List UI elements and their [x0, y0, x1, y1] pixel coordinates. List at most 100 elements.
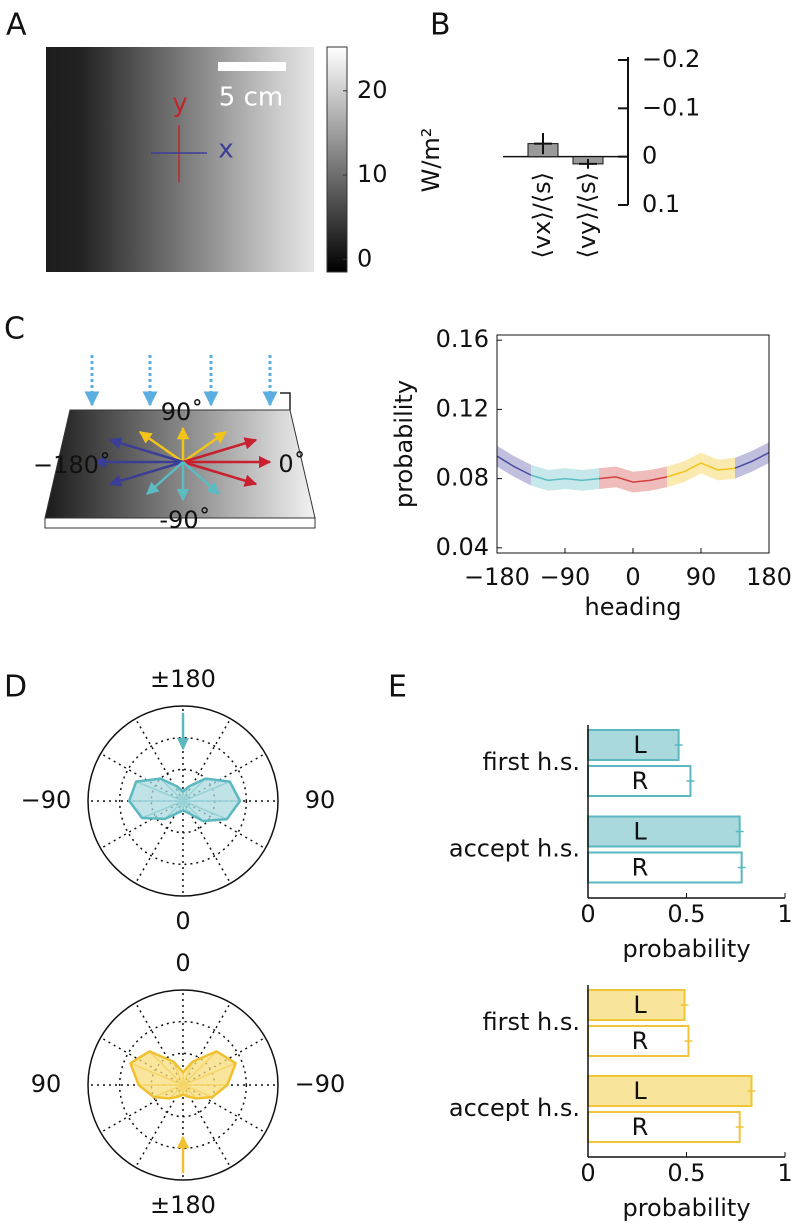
- angle-grid: [182, 752, 266, 802]
- angle-tick-label: −90: [295, 1070, 346, 1098]
- line: [598, 476, 668, 483]
- y-tick-label: −0.1: [642, 93, 700, 121]
- colorbar-tick-label: 10: [357, 160, 388, 188]
- y-tick-label: 0: [642, 142, 657, 170]
- x-tick-label: 1: [777, 1159, 792, 1187]
- x-axis-label: x: [218, 135, 233, 165]
- angle-grid: [100, 752, 184, 802]
- bar: [587, 815, 741, 848]
- angle-grid: [182, 1002, 232, 1086]
- polar-frame: [87, 989, 279, 1181]
- polar-area: [127, 777, 242, 823]
- line: [530, 474, 600, 482]
- bar: [587, 1075, 753, 1107]
- angle-grid: [182, 1036, 266, 1086]
- angle-tick-label: 90: [31, 1070, 62, 1098]
- x-tick-label: 0: [625, 563, 640, 591]
- y-tick-label: −0.2: [642, 45, 700, 73]
- heat-image: [46, 47, 314, 272]
- angle-tick-label: ±180: [150, 665, 216, 693]
- angle-label: 0˚: [278, 450, 305, 478]
- bar: [587, 1111, 741, 1143]
- angle-grid: [134, 800, 184, 884]
- x-tick-label: −180: [464, 563, 530, 591]
- angle-grid: [100, 1036, 184, 1086]
- y-axis-title: probability: [390, 380, 418, 508]
- scale-bar-label: 5 cm: [219, 83, 283, 113]
- arena-diagram: 90˚ −180˚ 0˚ -90˚: [33, 355, 316, 534]
- angle-label: -90˚: [159, 506, 210, 534]
- angle-tick-label: 0: [175, 907, 190, 935]
- angle-grid: [100, 1084, 184, 1134]
- y-axis-label: y: [172, 89, 187, 119]
- panel-label: B: [430, 8, 451, 43]
- bar: [587, 989, 686, 1021]
- y-tick-label: 0.12: [436, 394, 489, 422]
- angle-grid: [100, 800, 184, 850]
- bar-label: L: [633, 731, 647, 759]
- angle-label: −180˚: [33, 451, 111, 479]
- error-band: [667, 452, 735, 488]
- plot-frame: [496, 334, 770, 554]
- colorbar-tick-label: 0: [357, 244, 372, 272]
- category-label: accept h.s.: [449, 1094, 580, 1122]
- angle-grid: [182, 800, 266, 850]
- angle-grid: [182, 800, 232, 884]
- bar-label: R: [632, 767, 649, 795]
- y-tick-label: 0.1: [642, 190, 680, 218]
- y-tick-label: 0.16: [436, 325, 489, 353]
- category-label: accept h.s.: [449, 835, 580, 863]
- angle-tick-label: −90: [21, 786, 72, 814]
- angle-grid: [134, 718, 184, 802]
- x-tick-label: 0.5: [667, 1159, 705, 1187]
- radial-grid: [118, 736, 248, 866]
- angle-tick-label: 0: [175, 949, 190, 977]
- angle-grid: [134, 1084, 184, 1168]
- angle-grid: [134, 1002, 184, 1086]
- x-tick-label: ⟨vy⟩/⟨s⟩: [573, 172, 601, 258]
- panel-label: A: [6, 8, 27, 43]
- bar-label: L: [633, 818, 647, 846]
- bar: [587, 851, 743, 884]
- bar-label: R: [632, 1113, 649, 1141]
- line: [734, 451, 770, 469]
- x-tick-label: −90: [540, 563, 591, 591]
- x-tick-label: 0: [580, 1159, 595, 1187]
- x-tick-label: 90: [686, 563, 717, 591]
- line: [666, 462, 736, 478]
- angle-grid: [182, 1084, 232, 1168]
- scale-bar: [218, 62, 286, 71]
- x-tick-label: 1: [777, 900, 792, 928]
- x-tick-label: ⟨vx⟩/⟨s⟩: [528, 172, 556, 258]
- panel-label: E: [388, 670, 407, 705]
- bar: [587, 765, 692, 797]
- bar-label: R: [632, 854, 649, 882]
- radial-grid: [118, 1020, 248, 1150]
- y-tick-label: 0.08: [436, 464, 489, 492]
- y-tick-label: 0.04: [436, 533, 489, 561]
- error-band: [531, 464, 599, 491]
- bar-label: R: [632, 1027, 649, 1055]
- panel-label: D: [4, 670, 27, 705]
- category-label: first h.s.: [483, 1008, 581, 1036]
- x-tick-label: 0: [580, 900, 595, 928]
- panel-label: C: [4, 312, 25, 347]
- angle-tick-label: ±180: [150, 1191, 216, 1219]
- angle-tick-label: 90: [305, 786, 336, 814]
- angle-label: 90˚: [161, 398, 204, 426]
- colorbar: [326, 46, 348, 273]
- x-axis-title: probability: [622, 935, 750, 963]
- polar-frame: [87, 705, 279, 897]
- bar-label: L: [633, 991, 647, 1019]
- colorbar-tick-label: 20: [357, 76, 388, 104]
- x-tick-label: 0.5: [667, 900, 705, 928]
- colorbar-label: W/m²: [417, 128, 445, 193]
- x-axis-title: heading: [584, 593, 681, 621]
- error-band: [599, 466, 667, 493]
- x-tick-label: 180: [746, 563, 792, 591]
- angle-grid: [182, 718, 232, 802]
- error-band: [735, 442, 769, 479]
- bar: [587, 729, 680, 761]
- line: [496, 455, 532, 476]
